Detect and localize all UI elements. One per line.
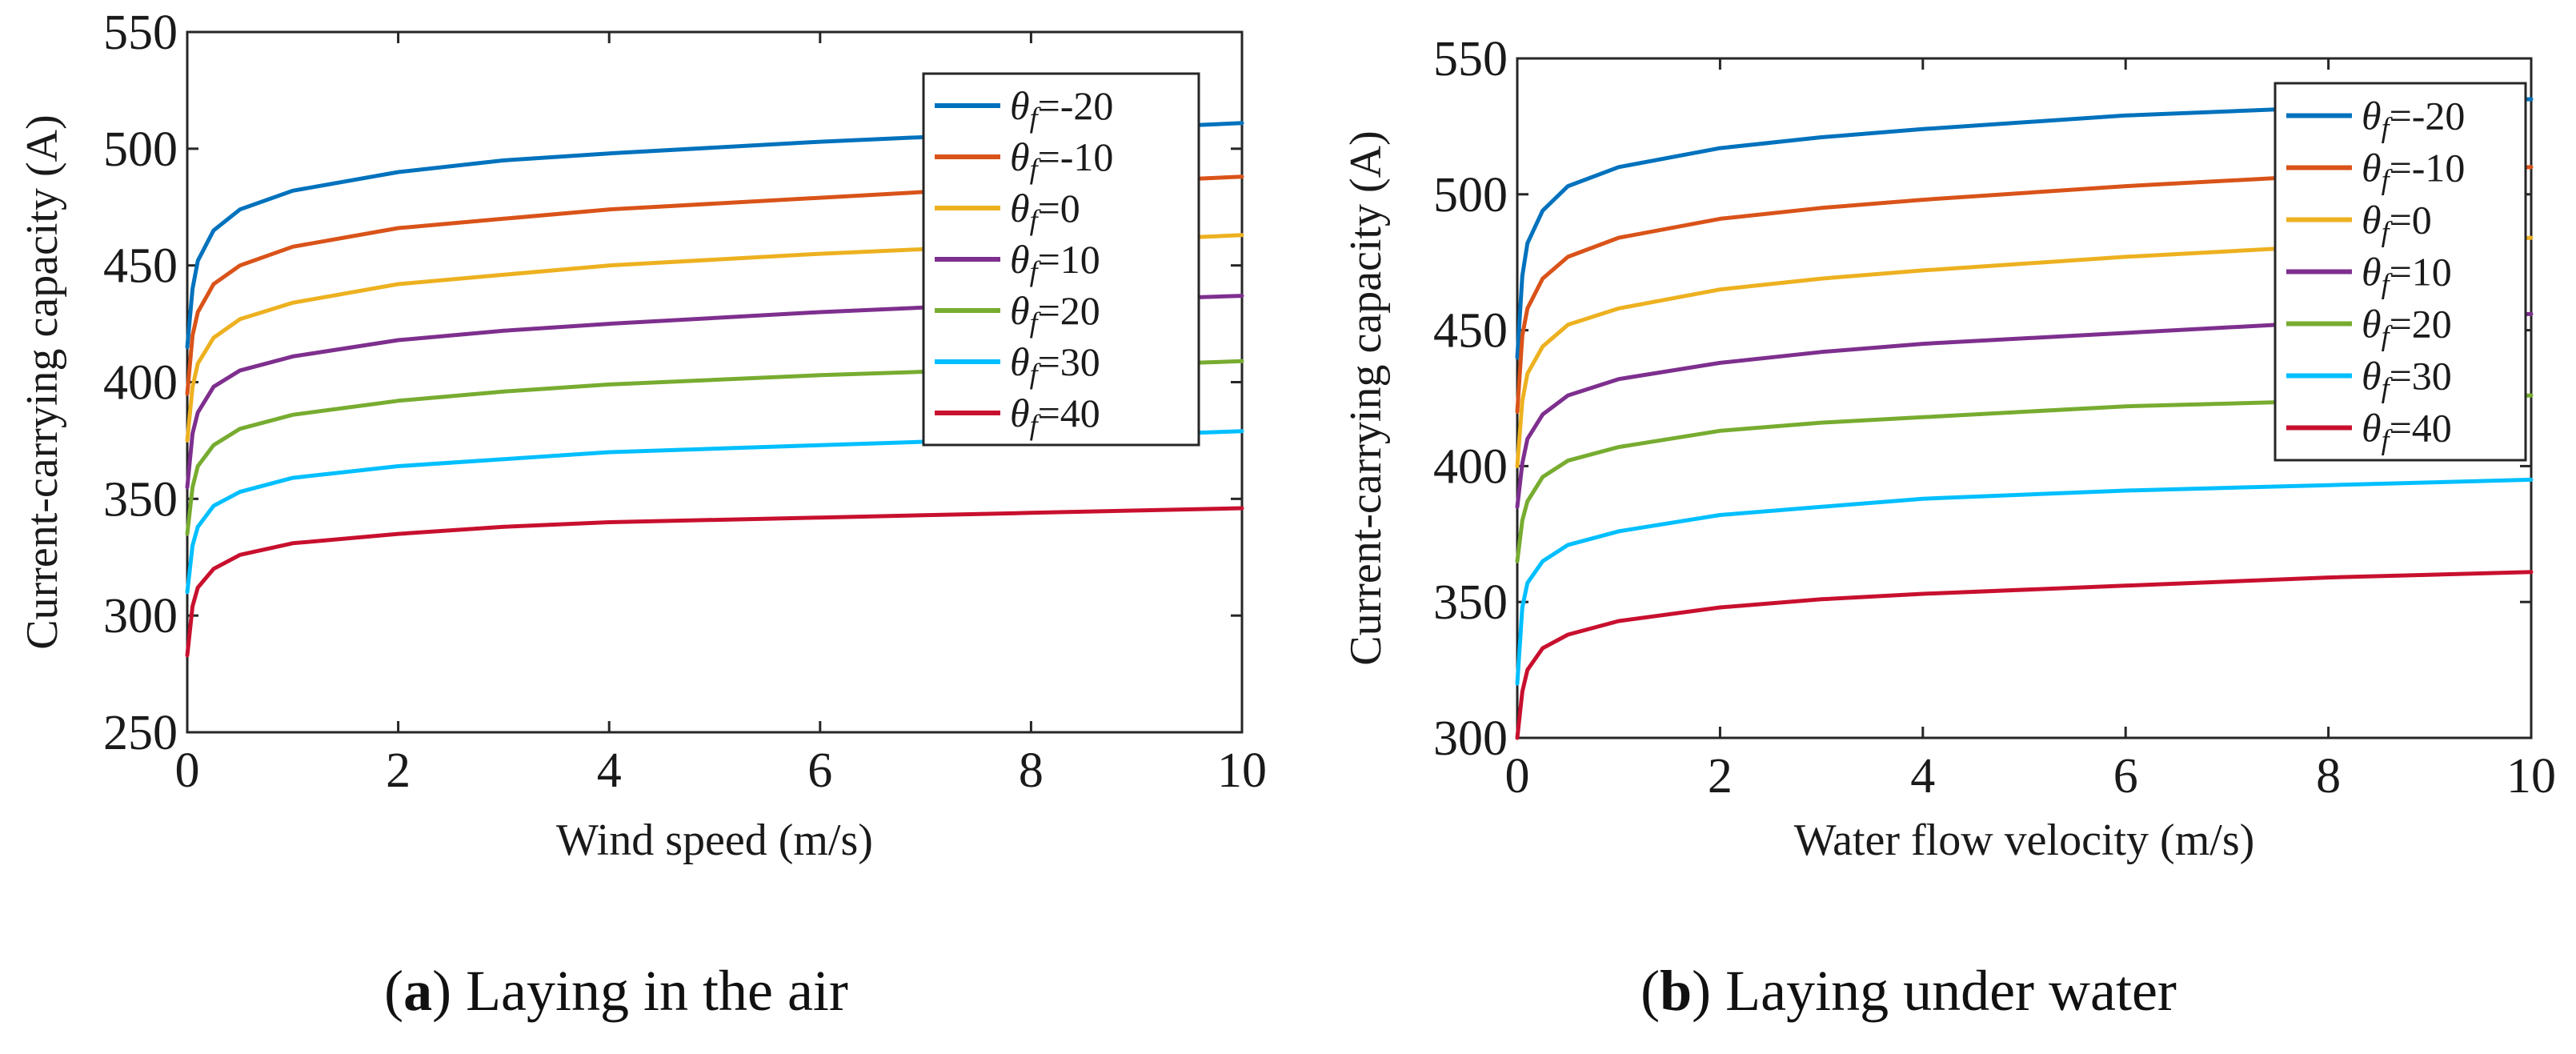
panel-a-y-tick-label: 550 bbox=[103, 6, 178, 60]
panel-a-legend-label: θf=-20 bbox=[1010, 83, 1113, 134]
panel-a-x-tick-label: 0 bbox=[175, 743, 200, 798]
panel-a-series-line bbox=[185, 294, 1244, 490]
panel-a-chart: 0 2 4 6 8 10 250 300 350 400 450 500 550 Wind speed (… bbox=[18, 6, 1267, 865]
panel-a-series-line bbox=[185, 506, 1244, 658]
panel-a-y-tick-label: 250 bbox=[103, 706, 178, 760]
panel-b-legend-label: θf=-10 bbox=[2362, 146, 2465, 196]
panel-b-series-line bbox=[1515, 393, 2534, 563]
panel-b-series-line bbox=[1515, 477, 2534, 686]
panel-a-legend-label: θf=30 bbox=[1010, 339, 1100, 390]
panel-a-legend-label: θf=0 bbox=[1010, 186, 1080, 236]
panel-a-x-axis-label: Wind speed (m/s) bbox=[556, 816, 873, 865]
panel-b-legend-label: θf=20 bbox=[2362, 302, 2452, 352]
panel-b-caption: (b) Laying under water bbox=[1641, 959, 2177, 1023]
panel-a-legend-label: θf=40 bbox=[1010, 391, 1100, 441]
panel-b-x-tick-label: 8 bbox=[2316, 749, 2341, 804]
panel-b-x-tick-label: 10 bbox=[2506, 749, 2556, 804]
panel-b-series-line bbox=[1515, 165, 2534, 414]
panel-a-x-tick-label: 4 bbox=[597, 743, 622, 798]
panel-b-legend-label: θf=0 bbox=[2362, 198, 2432, 248]
panel-a-series-line bbox=[185, 174, 1244, 396]
panel-a-x-tick-label: 6 bbox=[807, 743, 832, 798]
panel-b-chart: 0 2 4 6 8 10 300 350 400 450 500 550 Water flow velo… bbox=[1341, 32, 2556, 865]
panel-a-legend-label: θf=-10 bbox=[1010, 134, 1113, 185]
panel-a-y-tick-label: 500 bbox=[103, 122, 178, 177]
panel-b-y-tick-label: 550 bbox=[1433, 32, 1508, 86]
panel-a-y-axis-label: Current-carrying capacity (A) bbox=[18, 114, 67, 650]
panel-b-y-tick-label: 500 bbox=[1433, 168, 1508, 222]
panel-b-x-tick-label: 4 bbox=[1910, 749, 1935, 804]
panel-a-y-tick-label: 450 bbox=[103, 239, 178, 294]
panel-b-x-tick-label: 0 bbox=[1505, 749, 1530, 804]
panel-a-caption: (a) Laying in the air bbox=[384, 959, 848, 1023]
panel-a-x-tick-label: 8 bbox=[1019, 743, 1044, 798]
panel-b-y-tick-label: 400 bbox=[1433, 439, 1508, 494]
panel-a-series-line bbox=[185, 429, 1244, 595]
panel-b-legend-label: θf=30 bbox=[2362, 354, 2452, 404]
panel-b-series-line bbox=[1515, 235, 2534, 468]
panel-b-y-tick-label: 300 bbox=[1433, 711, 1508, 766]
panel-a-legend-label: θf=20 bbox=[1010, 288, 1100, 339]
panel-a-x-tick-label: 2 bbox=[386, 743, 411, 798]
panel-b-legend-label: θf=10 bbox=[2362, 250, 2452, 300]
panel-b-y-tick-label: 350 bbox=[1433, 575, 1508, 630]
panel-b-x-axis-label: Water flow velocity (m/s) bbox=[1794, 816, 2255, 865]
panel-b-series-line bbox=[1515, 311, 2534, 509]
panel-b-x-tick-label: 6 bbox=[2113, 749, 2138, 804]
panel-b-legend-label: θf=40 bbox=[2362, 406, 2452, 456]
panel-a-series-line bbox=[185, 233, 1244, 443]
panel-b-series-line bbox=[1515, 570, 2534, 740]
panel-a-series-line bbox=[185, 121, 1244, 350]
panel-a-legend-label: θf=10 bbox=[1010, 237, 1100, 287]
panel-a-y-tick-label: 300 bbox=[103, 589, 178, 643]
panel-b-y-axis-label: Current-carrying capacity (A) bbox=[1341, 130, 1391, 666]
panel-a-series-line bbox=[185, 359, 1244, 536]
panel-a-y-tick-label: 400 bbox=[103, 356, 178, 411]
panel-a-x-tick-label: 10 bbox=[1217, 743, 1267, 798]
panel-b-x-tick-label: 2 bbox=[1708, 749, 1733, 804]
panel-b-y-tick-label: 450 bbox=[1433, 304, 1508, 359]
panel-a-y-tick-label: 350 bbox=[103, 472, 178, 527]
panel-b-series-line bbox=[1515, 97, 2534, 360]
panel-b-legend-label: θf=-20 bbox=[2362, 94, 2465, 144]
